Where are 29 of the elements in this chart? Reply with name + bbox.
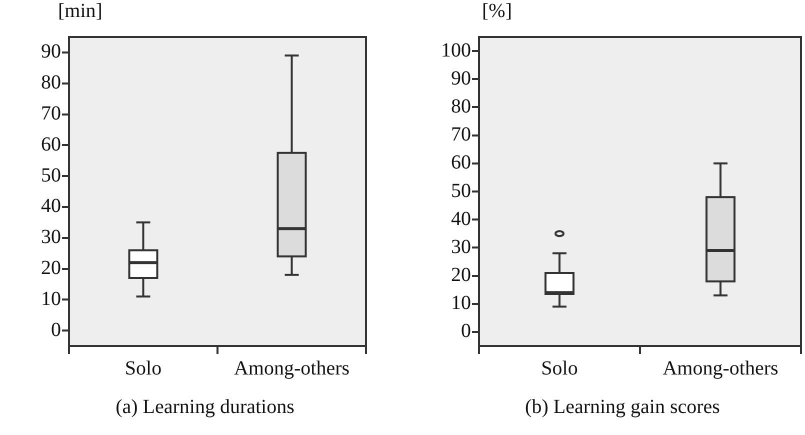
y-tick-label: 50 [41, 164, 61, 186]
y-tick-label: 30 [41, 226, 61, 248]
y-tick-label: 60 [451, 152, 471, 174]
y-tick-label: 20 [451, 264, 471, 286]
y-tick-label: 30 [451, 236, 471, 258]
x-tick-label: Among-others [662, 357, 778, 380]
y-tick-label: 40 [451, 208, 471, 230]
y-tick-label: 100 [441, 39, 471, 62]
x-tick-label: Among-others [234, 357, 350, 380]
y-tick-label: 0 [51, 318, 61, 341]
y-tick-label: 80 [451, 95, 471, 118]
text: (b) Learning gain scores [524, 396, 721, 419]
y-axis-title: [min] [58, 0, 102, 23]
y-tick-label: 50 [451, 180, 471, 202]
y-axis-title: [%] [482, 0, 512, 23]
x-tick-label: Solo [541, 357, 578, 380]
text: (a) Learning durations [114, 396, 296, 419]
y-tick-label: 10 [451, 292, 471, 314]
y-tick-label: 90 [41, 40, 61, 63]
y-tick-label: 0 [461, 320, 471, 342]
x-tick-label: Solo [124, 357, 162, 380]
y-tick-label: 90 [451, 67, 471, 90]
y-tick-label: 60 [41, 133, 61, 156]
y-tick-label: 80 [41, 72, 61, 94]
y-tick-label: 40 [41, 195, 61, 218]
y-tick-label: 70 [41, 102, 61, 124]
y-tick-label: 20 [41, 257, 61, 279]
y-tick-label: 10 [41, 288, 61, 310]
y-tick-label: 70 [451, 124, 471, 146]
